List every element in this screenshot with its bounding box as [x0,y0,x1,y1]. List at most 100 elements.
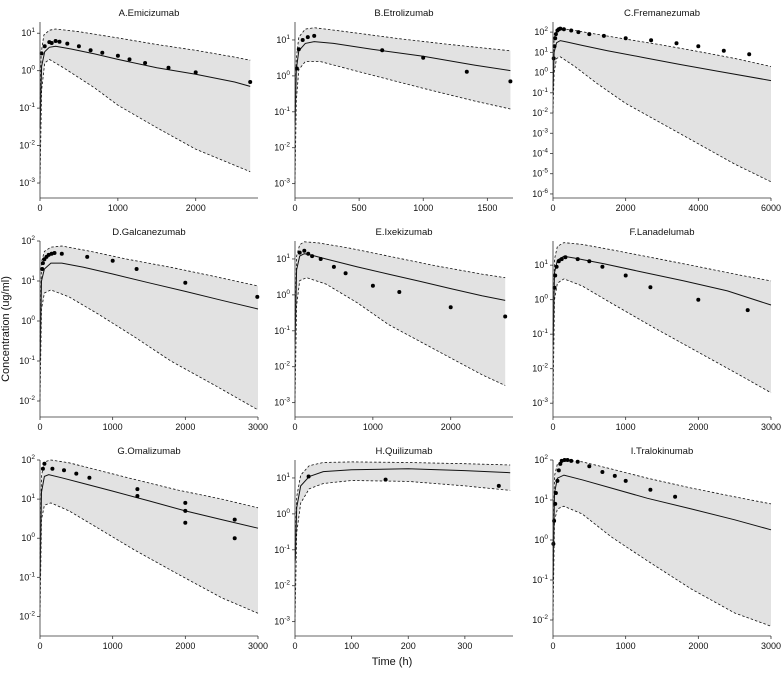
observed-point [721,48,726,53]
x-tick-label: 200 [401,641,416,651]
x-tick-label: 0 [37,203,42,213]
x-tick-label: 0 [292,641,297,651]
observed-point [135,487,140,492]
median-line [39,262,259,362]
y-tick-label: 10-3 [532,397,548,408]
y-tick-label: 100 [276,289,290,300]
y-tick-label: 10-1 [274,325,290,336]
observed-point [553,36,558,41]
observed-point [421,55,426,60]
panel-2: B.Etrolizumab 101 100 10-1 10-2 10-3 0 500 1000 1… [274,8,513,213]
observed-point [503,314,508,319]
observed-point [312,33,317,38]
panel-title: H.Quilizumab [375,446,432,457]
observed-point [649,38,654,43]
observed-point [110,258,115,263]
observed-point [600,264,605,269]
observed-point [300,38,305,42]
observed-point [305,35,310,40]
observed-point [74,471,79,476]
observed-point [297,250,302,255]
observed-point [193,70,198,75]
y-tick-label: 100 [276,508,290,519]
y-tick-label: 101 [276,34,290,45]
observed-point [496,483,501,488]
x-tick-label: 2000 [186,203,206,213]
observed-point [255,294,260,299]
observed-point [696,297,701,302]
observed-point [565,458,570,462]
observed-point [747,52,752,57]
observed-point [558,461,563,466]
observed-point [464,69,469,74]
x-tick-label: 0 [550,203,555,213]
x-tick-label: 2000 [688,641,708,651]
y-tick-label: 10-2 [532,107,548,118]
panel-6: F.Lanadelumab 101 100 10-1 10-2 10-3 0 1000 2000… [532,227,781,432]
observed-point [569,458,574,463]
x-tick-label: 0 [37,422,42,432]
y-tick-label: 10-2 [532,363,548,374]
x-tick-label: 3000 [248,641,268,651]
upper-bound-line [552,459,772,561]
observed-point [85,254,90,259]
y-tick-label: 100 [534,534,548,545]
y-tick-label: 10-1 [19,571,35,582]
y-tick-label: 10-2 [19,395,35,406]
observed-point [562,458,567,462]
observed-point [555,478,560,483]
observed-point [127,57,132,62]
observed-point [183,280,188,285]
x-tick-label: 0 [292,203,297,213]
median-line [294,468,511,561]
observed-point [53,39,58,43]
observed-point [696,44,701,49]
x-tick-label: 4000 [688,203,708,213]
y-tick-label: 101 [276,253,290,264]
lower-bound-line [552,278,772,404]
observed-point [380,48,385,53]
observed-point [648,285,653,290]
observed-point [575,257,580,262]
lower-bound-line [39,502,259,617]
panel-7: G.Omalizumab 102 101 100 10-1 10-2 0 1000 2000 30… [19,446,268,651]
observed-point [87,475,92,480]
y-tick-label: 10-3 [274,178,290,189]
x-tick-label: 2000 [688,422,708,432]
panel-title: B.Etrolizumab [374,8,433,19]
observed-point [57,39,62,44]
observed-point [563,255,568,260]
observed-point [40,261,45,266]
observed-point [42,44,47,49]
observed-point [306,474,311,479]
observed-point [59,251,64,256]
observed-point [331,264,336,269]
prediction-interval-band [553,28,771,182]
median-line [39,474,259,578]
observed-point [575,459,580,464]
y-tick-label: 100 [534,294,548,305]
observed-point [183,508,188,513]
observed-point [600,470,605,474]
x-tick-label: 1000 [363,422,383,432]
y-tick-label: 10-3 [274,397,290,408]
y-tick-label: 10-4 [532,147,548,158]
observed-point [559,257,564,262]
observed-point [50,466,55,471]
y-tick-label: 101 [21,275,35,286]
y-tick-label: 10-1 [532,87,548,98]
observed-point [248,80,253,84]
median-line [294,253,506,342]
panel-title: I.Tralokinumab [631,446,693,457]
observed-point [88,48,93,53]
panel-title: E.Ixekizumab [375,227,432,238]
x-tick-label: 3000 [761,641,781,651]
observed-point [587,259,592,264]
y-tick-label: 100 [21,315,35,326]
x-tick-label: 3000 [248,422,268,432]
observed-point [65,41,70,46]
observed-point [601,33,606,38]
x-tick-label: 2000 [616,203,636,213]
observed-point [623,273,628,278]
observed-point [310,254,315,259]
